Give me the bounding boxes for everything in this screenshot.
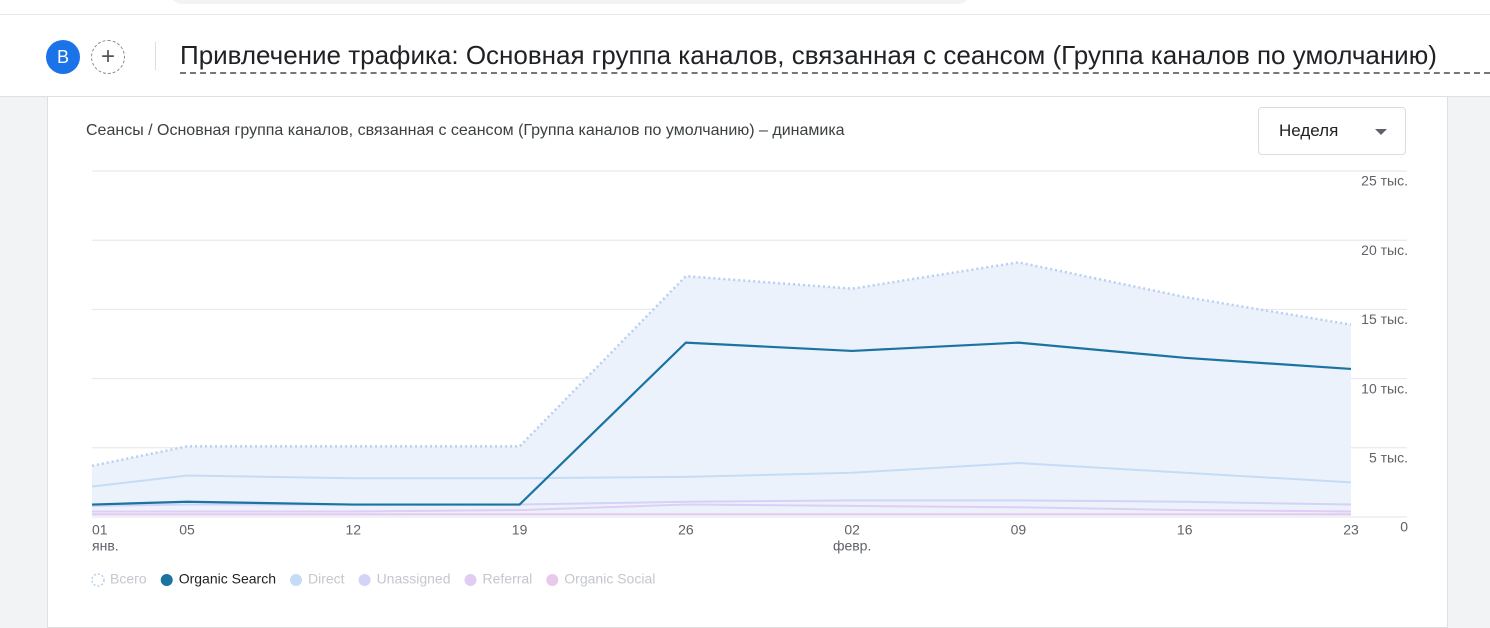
legend-label: Organic Search	[179, 571, 276, 587]
series-line	[91, 499, 1352, 507]
area	[92, 262, 1351, 517]
x-tick-label: 01	[92, 522, 108, 538]
y-tick-label: 20 тыс.	[1361, 242, 1408, 258]
period-label: Неделя	[1279, 121, 1339, 140]
series-line	[91, 341, 1352, 506]
legend-item[interactable]: Всего	[91, 571, 147, 587]
period-dropdown[interactable]: Неделя	[1258, 107, 1406, 155]
x-tick-label: 16	[1177, 522, 1193, 538]
y-tick-label: 10 тыс.	[1361, 380, 1408, 396]
series-line	[92, 503, 1352, 513]
legend-label: Referral	[483, 571, 533, 587]
x-tick-label: 02	[844, 522, 860, 538]
legend-label: Organic Social	[564, 571, 655, 587]
y-tick-label: 5 тыс.	[1369, 450, 1408, 466]
chart: 0 5 тыс. 10 тыс. 15 тыс. 20 тыс. 25 тыс. 01янв…	[91, 170, 1408, 587]
series-line	[91, 462, 1352, 488]
page-title[interactable]: Привлечение трафика: Основная группа кан…	[180, 38, 1490, 74]
x-tick-label: 05	[179, 522, 195, 538]
legend-marker	[358, 574, 371, 586]
series-line	[91, 261, 1352, 468]
legend-label: Unassigned	[377, 571, 451, 587]
chart-title: Сеансы / Основная группа каналов, связан…	[86, 122, 845, 139]
search-box[interactable]	[170, 0, 970, 4]
legend-marker	[91, 573, 105, 587]
legend-label: Direct	[308, 571, 345, 587]
legend-marker	[160, 574, 173, 586]
x-tick-label: 23	[1343, 522, 1359, 538]
legend-item[interactable]: Referral	[464, 571, 533, 587]
divider	[155, 42, 156, 70]
x-sublabel: янв.	[92, 538, 119, 554]
x-tick-label: 26	[678, 522, 694, 538]
separator	[0, 14, 1490, 15]
add-button[interactable]: +	[91, 40, 125, 74]
y-tick-label: 25 тыс.	[1361, 173, 1408, 189]
x-sublabel: февр.	[833, 538, 871, 554]
dropdown-caret	[1375, 129, 1387, 135]
legend-item[interactable]: Direct	[290, 571, 345, 587]
legend-label: Всего	[110, 571, 147, 587]
legend-item[interactable]: Organic Social	[546, 571, 655, 587]
y-tick-label: 15 тыс.	[1361, 311, 1408, 327]
legend-marker	[290, 574, 302, 586]
x-tick-label: 19	[512, 522, 528, 538]
legend-item[interactable]: Organic Search	[160, 571, 276, 587]
top-bar: B + Привлечение трафика: Основная группа…	[0, 0, 1490, 97]
x-tick-label: 09	[1011, 522, 1027, 538]
x-tick-label: 12	[346, 522, 362, 538]
legend-item[interactable]: Unassigned	[358, 571, 451, 587]
legend-marker	[464, 574, 477, 586]
y-tick-label: 0	[1400, 519, 1408, 535]
legend-marker	[546, 574, 559, 586]
avatar[interactable]: B	[46, 40, 80, 74]
